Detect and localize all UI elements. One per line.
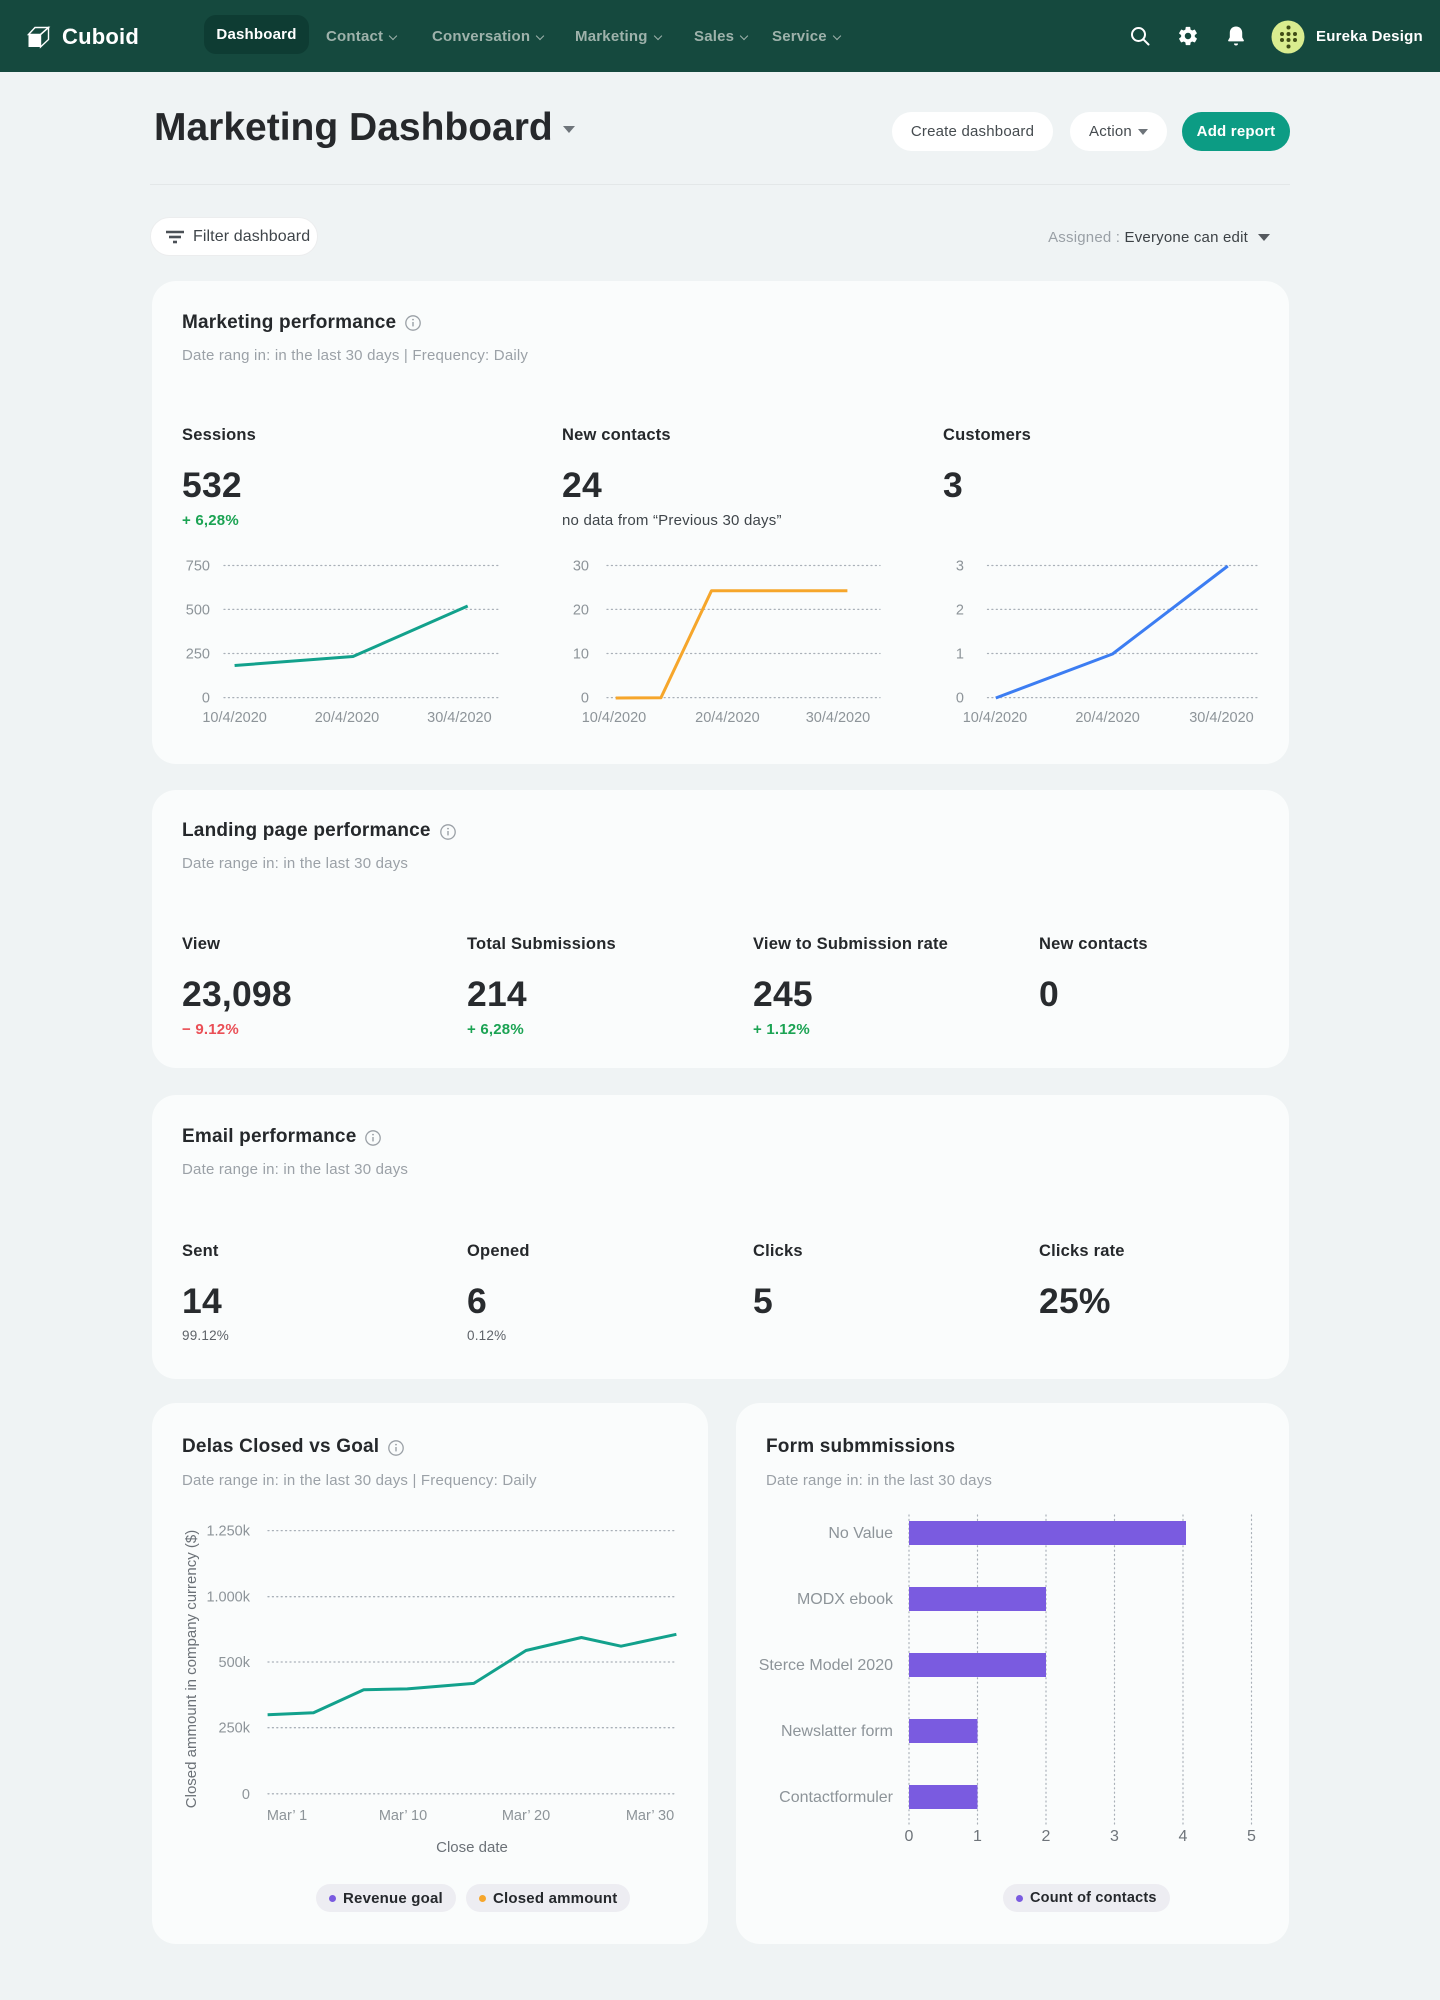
svg-text:Mar’ 1: Mar’ 1	[267, 1808, 307, 1824]
svg-text:Closed ammount in company curr: Closed ammount in company currency ($)	[183, 1530, 200, 1808]
svg-text:20/4/2020: 20/4/2020	[695, 710, 760, 726]
svg-text:MODX ebook: MODX ebook	[797, 1591, 894, 1608]
svg-text:3: 3	[956, 559, 964, 575]
svg-text:Sterce Model 2020: Sterce Model 2020	[759, 1657, 893, 1674]
svg-text:Mar’ 30: Mar’ 30	[626, 1808, 674, 1824]
svg-text:30/4/2020: 30/4/2020	[806, 710, 871, 726]
svg-text:4: 4	[1179, 1828, 1188, 1845]
svg-text:Newslatter form: Newslatter form	[781, 1723, 893, 1740]
svg-text:0: 0	[581, 691, 589, 707]
svg-text:Mar’ 10: Mar’ 10	[379, 1808, 427, 1824]
svg-text:1: 1	[956, 647, 964, 663]
svg-text:0: 0	[956, 691, 964, 707]
svg-text:No Value: No Value	[828, 1525, 893, 1542]
svg-text:1.000k: 1.000k	[206, 1590, 250, 1606]
svg-text:2: 2	[956, 602, 964, 618]
svg-text:10/4/2020: 10/4/2020	[582, 710, 647, 726]
svg-text:20/4/2020: 20/4/2020	[315, 710, 380, 726]
svg-text:20/4/2020: 20/4/2020	[1075, 710, 1140, 726]
svg-text:500: 500	[186, 602, 210, 618]
svg-text:30/4/2020: 30/4/2020	[1189, 710, 1254, 726]
svg-text:Mar’ 20: Mar’ 20	[502, 1808, 550, 1824]
svg-text:30/4/2020: 30/4/2020	[427, 710, 492, 726]
svg-text:10/4/2020: 10/4/2020	[963, 710, 1028, 726]
svg-text:Contactformuler: Contactformuler	[779, 1789, 893, 1806]
svg-text:1.250k: 1.250k	[206, 1524, 250, 1540]
svg-text:1: 1	[973, 1828, 982, 1845]
svg-text:250: 250	[186, 647, 210, 663]
svg-text:10: 10	[573, 647, 589, 663]
svg-text:500k: 500k	[219, 1655, 251, 1671]
svg-text:0: 0	[905, 1828, 914, 1845]
svg-text:750: 750	[186, 559, 210, 575]
svg-text:5: 5	[1247, 1828, 1256, 1845]
svg-text:20: 20	[573, 602, 589, 618]
svg-text:2: 2	[1042, 1828, 1051, 1845]
svg-text:Close date: Close date	[436, 1839, 508, 1856]
svg-text:250k: 250k	[219, 1721, 251, 1737]
svg-text:10/4/2020: 10/4/2020	[202, 710, 267, 726]
svg-text:0: 0	[202, 691, 210, 707]
svg-text:30: 30	[573, 559, 589, 575]
svg-text:0: 0	[242, 1787, 250, 1803]
svg-text:3: 3	[1110, 1828, 1119, 1845]
